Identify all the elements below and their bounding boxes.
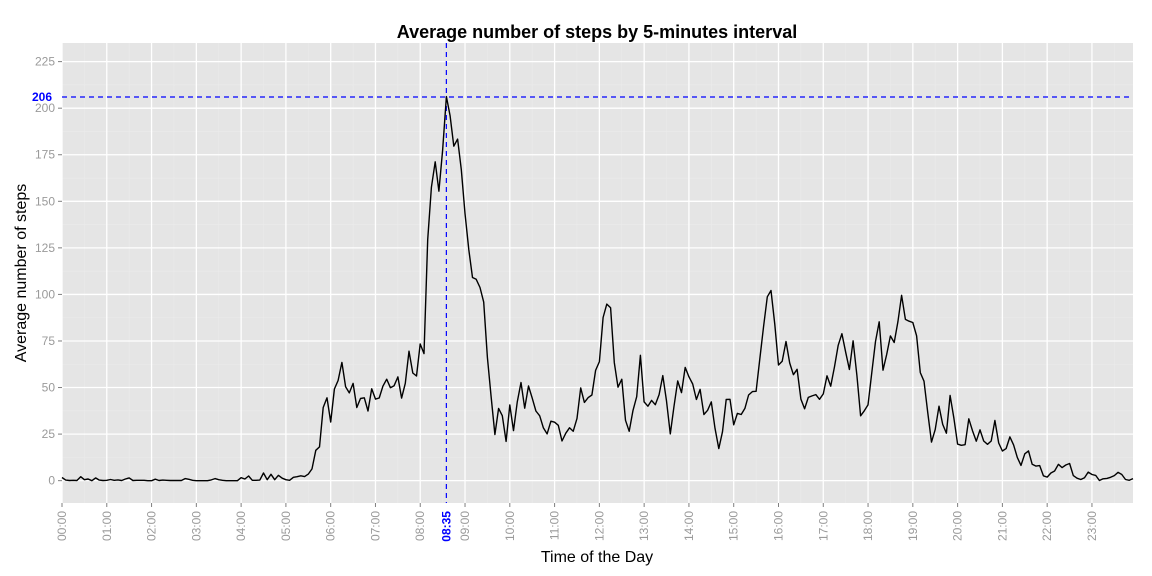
y-tick-label: 125 (35, 241, 55, 255)
x-tick-label: 11:00 (548, 511, 562, 540)
vertical-reference-label: 08:35 (439, 511, 453, 542)
x-tick-label: 12:00 (592, 511, 606, 541)
x-tick-label: 10:00 (503, 511, 517, 541)
x-tick-label: 09:00 (458, 511, 472, 541)
x-tick-label: 03:00 (189, 511, 203, 541)
x-tick-label: 04:00 (234, 511, 248, 541)
x-tick-label: 23:00 (1085, 511, 1099, 541)
x-tick-label: 02:00 (145, 511, 159, 541)
x-tick-label: 08:00 (413, 511, 427, 541)
horizontal-reference-label: 206 (32, 90, 52, 104)
x-tick-label: 06:00 (324, 511, 338, 541)
x-tick-label: 07:00 (368, 511, 382, 541)
x-tick-label: 05:00 (279, 511, 293, 541)
x-tick-label: 01:00 (100, 511, 114, 541)
y-tick-label: 200 (35, 101, 55, 115)
major-grid (61, 43, 1133, 503)
reference-labels: 206 08:35 (32, 90, 453, 542)
x-tick-label: 15:00 (727, 511, 741, 541)
reference-lines (62, 43, 1133, 503)
series-line (61, 95, 1134, 482)
chart-title: Average number of steps by 5-minutes int… (397, 22, 797, 42)
x-tick-label: 19:00 (906, 511, 920, 541)
x-tick-label: 17:00 (816, 511, 830, 541)
y-axis-label: Average number of steps (13, 184, 30, 362)
x-tick-label: 21:00 (995, 511, 1009, 541)
y-tick-label: 100 (35, 287, 55, 301)
axis-ticks (58, 61, 1093, 507)
y-tick-label: 75 (42, 334, 56, 348)
y-tick-label: 175 (35, 148, 55, 162)
x-tick-labels: 00:00 01:00 02:00 03:00 04:00 05:00 06:00 07:00… (55, 511, 1099, 541)
y-tick-label: 225 (35, 55, 55, 69)
x-tick-label: 13:00 (637, 511, 651, 541)
y-tick-label: 50 (42, 381, 56, 395)
x-tick-label: 20:00 (951, 511, 965, 541)
x-axis-label: Time of the Day (541, 549, 653, 566)
y-tick-labels: 0 25 50 75 100 125 150 175 200 225 (35, 55, 55, 488)
x-tick-label: 18:00 (861, 511, 875, 541)
y-tick-label: 25 (42, 427, 56, 441)
x-tick-label: 14:00 (682, 511, 696, 541)
x-tick-label: 16:00 (771, 511, 785, 541)
y-tick-label: 0 (48, 474, 55, 488)
x-tick-label: 00:00 (55, 511, 69, 541)
y-tick-label: 150 (35, 194, 55, 208)
x-tick-label: 22:00 (1040, 511, 1054, 541)
